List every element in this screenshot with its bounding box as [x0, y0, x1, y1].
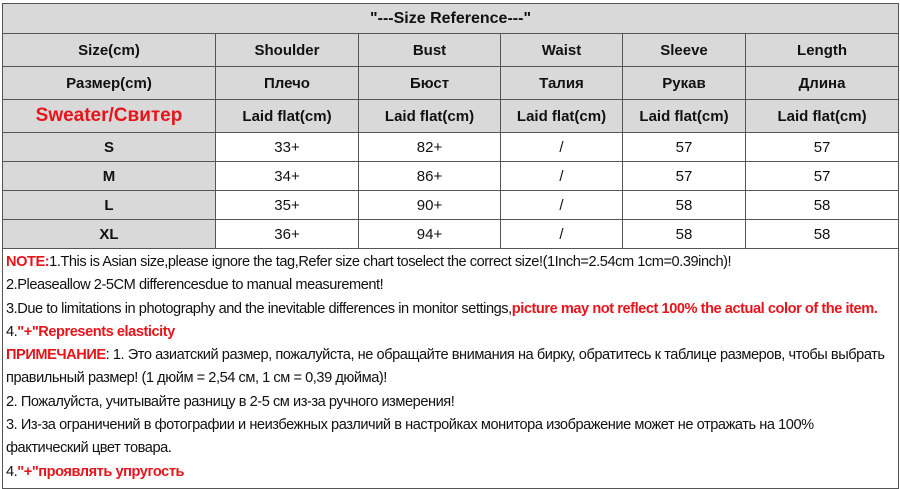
- header-cell: Талия: [500, 66, 623, 100]
- header-cell: Рукав: [622, 66, 746, 100]
- table-title: "---Size Reference---": [1, 3, 900, 34]
- note-ru-1: ПРИМЕЧАНИЕ: 1. Это азиатский размер, пож…: [6, 344, 898, 391]
- table-cell: 34+: [215, 161, 359, 191]
- table-cell: 86+: [358, 161, 501, 191]
- note-warning: "+"Represents elasticity: [17, 323, 175, 340]
- size-table: "---Size Reference---" Size(cm) Shoulder…: [1, 3, 900, 249]
- header-cell: Размер(cm): [2, 66, 216, 100]
- note-text: : 1. Это азиатский размер, пожалуйста, н…: [6, 347, 885, 387]
- header-row-russian: Размер(cm) Плечо Бюст Талия Рукав Длина: [2, 66, 900, 100]
- header-cell: Laid flat(cm): [215, 99, 359, 133]
- table-cell: /: [500, 190, 623, 220]
- size-cell: S: [2, 132, 216, 162]
- note-2: 2.Pleaseallow 2-5CM differencesdue to ma…: [6, 277, 384, 294]
- header-cell: Длина: [744, 66, 900, 100]
- table-cell: 35+: [215, 190, 359, 220]
- table-cell: 82+: [358, 132, 501, 162]
- table-cell: 57: [622, 132, 746, 162]
- note-text: 3.Due to limitations in photography and …: [6, 300, 512, 317]
- header-cell: Плечо: [215, 66, 359, 100]
- note-warning: "+"проявлять упругость: [17, 463, 185, 480]
- table-row: S 33+ 82+ / 57 57: [2, 132, 900, 162]
- note-4: 4."+"Represents elasticity: [6, 321, 898, 344]
- header-cell: Бюст: [358, 66, 501, 100]
- table-cell: /: [500, 219, 623, 249]
- header-cell: Laid flat(cm): [358, 99, 501, 133]
- table-cell: 33+: [215, 132, 359, 162]
- note-ru-4: 4."+"проявлять упругость: [6, 461, 898, 484]
- table-cell: /: [500, 132, 623, 162]
- header-cell: Waist: [500, 33, 623, 67]
- header-cell: Size(cm): [2, 33, 216, 67]
- note-warning: picture may not reflect 100% the actual …: [511, 300, 878, 317]
- table-cell: 94+: [358, 219, 501, 249]
- table-cell: 57: [744, 132, 900, 162]
- notes-block: NOTE:1.This is Asian size,please ignore …: [2, 249, 899, 489]
- note-text: 4.: [6, 463, 18, 480]
- note-ru-3: 3. Из-за ограничений в фотографии и неиз…: [6, 417, 814, 457]
- table-row: L 35+ 90+ / 58 58: [2, 190, 900, 220]
- header-cell: Sleeve: [622, 33, 746, 67]
- header-row-english: Size(cm) Shoulder Bust Waist Sleeve Leng…: [2, 33, 900, 67]
- table-cell: 58: [744, 190, 900, 220]
- header-row-method: Sweater/Свитер Laid flat(cm) Laid flat(c…: [2, 99, 900, 133]
- header-cell: Laid flat(cm): [622, 99, 746, 133]
- header-cell: Shoulder: [215, 33, 359, 67]
- note-ru-2: 2. Пожалуйста, учитывайте разницу в 2-5 …: [6, 393, 455, 410]
- garment-type-label: Sweater/Свитер: [2, 99, 216, 133]
- table-row: XL 36+ 94+ / 58 58: [2, 219, 900, 249]
- header-cell: Laid flat(cm): [500, 99, 623, 133]
- size-cell: M: [2, 161, 216, 191]
- size-cell: L: [2, 190, 216, 220]
- header-cell: Laid flat(cm): [744, 99, 900, 133]
- table-cell: /: [500, 161, 623, 191]
- table-cell: 58: [622, 190, 746, 220]
- note-text: 1.This is Asian size,please ignore the t…: [49, 254, 732, 270]
- note-text: 4.: [6, 323, 18, 340]
- note-label: NOTE:: [6, 254, 50, 270]
- size-cell: XL: [2, 219, 216, 249]
- table-cell: 90+: [358, 190, 501, 220]
- table-cell: 36+: [215, 219, 359, 249]
- table-cell: 58: [622, 219, 746, 249]
- note-label: ПРИМЕЧАНИЕ: [6, 347, 106, 364]
- table-cell: 57: [622, 161, 746, 191]
- table-row: M 34+ 86+ / 57 57: [2, 161, 900, 191]
- table-cell: 58: [744, 219, 900, 249]
- header-cell: Bust: [358, 33, 501, 67]
- size-chart: "---Size Reference---" Size(cm) Shoulder…: [1, 3, 900, 489]
- header-cell: Length: [744, 33, 900, 67]
- table-cell: 57: [744, 161, 900, 191]
- title-row: "---Size Reference---": [1, 3, 900, 34]
- note-3: 3.Due to limitations in photography and …: [6, 298, 898, 321]
- note-1: NOTE:1.This is Asian size,please ignore …: [6, 251, 898, 274]
